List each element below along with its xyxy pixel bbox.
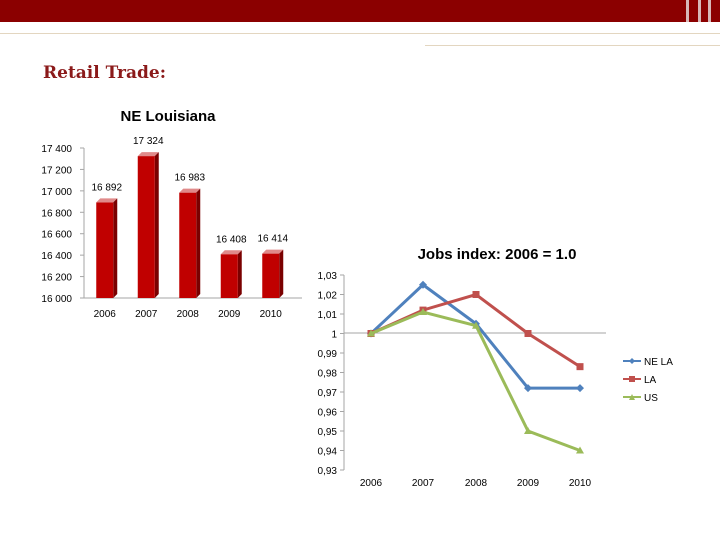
legend-entry-label: LA (644, 375, 657, 386)
bar (262, 253, 280, 298)
bar-top-face (262, 249, 284, 254)
bar-y-tick-label: 16 200 (41, 273, 72, 284)
legend-swatch-marker (629, 376, 635, 382)
bar (220, 254, 238, 298)
line-y-tick-label: 1 (331, 330, 337, 341)
bar-x-tick-label: 2007 (135, 309, 158, 320)
line-x-tick-label: 2006 (360, 478, 383, 489)
bar-top-face (220, 250, 242, 255)
slide-title: Retail Trade: (43, 63, 167, 83)
bar-value-label: 16 892 (91, 182, 122, 193)
line-point-marker (419, 280, 427, 289)
bar-y-tick-labels: 16 000 16 200 16 400 16 600 16 800 17 000 17 2… (41, 144, 84, 305)
bar-side-face (196, 188, 201, 298)
bar-y-tick-label: 17 400 (41, 144, 72, 155)
line-chart-title: Jobs index: 2006 = 1.0 (418, 246, 577, 263)
line-chart: Jobs index: 2006 = 1.0 0,930,940,950,960… (318, 246, 674, 489)
line-x-tick-label: 2009 (517, 478, 540, 489)
line-y-tick-label: 0,93 (318, 466, 338, 477)
line-y-tick-label: 1,03 (318, 271, 338, 282)
line-point-marker (472, 291, 480, 298)
bar-value-label: 16 408 (216, 234, 247, 245)
line-point-marker (524, 427, 532, 434)
bar-x-tick-labels: 2006 2007 2008 2009 2010 (94, 309, 283, 320)
header-accent-stripe (698, 0, 701, 22)
legend-entry-label: US (644, 393, 658, 404)
bar-x-tick-label: 2008 (177, 309, 200, 320)
bar-series: 16 892 17 324 16 983 16 408 16 414 (91, 136, 288, 298)
line-y-tick-label: 0,95 (318, 427, 338, 438)
bar-y-tick-label: 17 000 (41, 187, 72, 198)
line-x-tick-label: 2007 (412, 478, 435, 489)
bar (137, 156, 155, 298)
legend-swatch-marker (629, 394, 635, 400)
bar-side-face (113, 198, 118, 298)
bar-value-label: 17 324 (133, 136, 164, 147)
bar-y-tick-label: 17 200 (41, 165, 72, 176)
line-series-group (367, 280, 584, 454)
line-y-tick-label: 0,98 (318, 369, 338, 380)
line-x-tick-label: 2010 (569, 478, 592, 489)
line-point-marker (576, 384, 584, 393)
line-point-marker (576, 363, 584, 371)
bar-side-face (279, 249, 284, 298)
bar-value-label: 16 983 (174, 173, 205, 184)
slide-header-bar (0, 0, 720, 22)
line-point-marker (524, 384, 532, 393)
bar-top-face (96, 198, 118, 203)
line-series-path (369, 282, 580, 390)
line-y-tick-labels: 0,93 0,94 0,95 0,96 0,97 0,98 0,99 1 1,01 1,02 1,0… (318, 271, 344, 477)
line-y-tick-label: 1,01 (318, 310, 338, 321)
line-y-tick-label: 1,02 (318, 291, 338, 302)
line-point-marker (367, 329, 375, 337)
line-y-tick-label: 0,94 (318, 447, 338, 458)
bar-top-face (179, 188, 201, 193)
bar (96, 202, 114, 298)
header-accent-stripe (708, 0, 711, 22)
bar-side-face (154, 152, 159, 298)
bar-chart-title: NE Louisiana (120, 108, 216, 125)
line-legend: NE LA LA US (623, 357, 673, 404)
bar-value-label: 16 414 (257, 234, 288, 245)
bar-x-tick-label: 2009 (218, 309, 241, 320)
line-point-marker (419, 308, 427, 316)
line-y-tick-label: 0,96 (318, 408, 338, 419)
bar (179, 192, 197, 298)
bar-y-tick-label: 16 000 (41, 294, 72, 305)
header-accent-stripe (686, 0, 689, 22)
line-point-marker (576, 446, 584, 454)
legend-swatch-marker (629, 358, 635, 364)
legend-entry-label: NE LA (644, 357, 673, 368)
line-point-marker (472, 321, 480, 329)
line-y-tick-label: 0,99 (318, 349, 338, 360)
bar-y-tick-label: 16 600 (41, 230, 72, 241)
header-rule (425, 45, 720, 46)
line-point-marker (524, 330, 532, 337)
line-y-tick-label: 0,97 (318, 388, 338, 399)
bar-side-face (237, 250, 242, 298)
line-x-tick-label: 2008 (465, 478, 488, 489)
bar-top-face (137, 152, 159, 157)
header-rule (0, 33, 720, 34)
bar-y-tick-label: 16 800 (41, 208, 72, 219)
bar-y-tick-label: 16 400 (41, 251, 72, 262)
line-x-tick-labels: 2006 2007 2008 2009 2010 (360, 478, 592, 489)
bar-x-tick-label: 2010 (260, 309, 283, 320)
bar-x-tick-label: 2006 (94, 309, 117, 320)
